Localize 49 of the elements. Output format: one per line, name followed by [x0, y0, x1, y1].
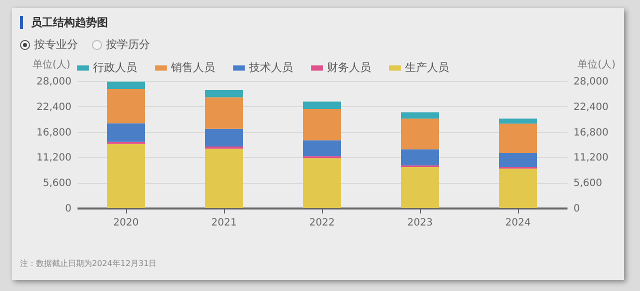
- bar: [205, 146, 243, 149]
- legend-label: 行政人员: [93, 61, 137, 74]
- bar: [107, 82, 145, 90]
- legend-label: 生产人员: [405, 61, 449, 74]
- bar: [303, 108, 341, 140]
- y-tick-label: 22,400: [36, 102, 72, 113]
- legend-label: 财务人员: [327, 61, 371, 74]
- y-tick-label: 28,000: [36, 76, 72, 88]
- bar: [205, 128, 243, 146]
- text: 按专业分: [34, 37, 78, 52]
- bar: [205, 148, 243, 208]
- y-tick-label: 5,600: [42, 178, 72, 190]
- bar: [303, 158, 341, 208]
- legend-label: 销售人员: [170, 61, 215, 74]
- bar: [107, 144, 145, 208]
- y2-axis-title: 单位(人): [578, 58, 616, 70]
- text: 注：数据截止日期为2024年12月31日: [20, 258, 157, 269]
- text: 按学历分: [106, 37, 150, 52]
- x-tick-label: 2023: [407, 218, 433, 228]
- bar: [205, 97, 243, 129]
- chart-title: 员工结构趋势图: [20, 16, 108, 29]
- bar: [205, 90, 243, 98]
- bar: [107, 123, 145, 142]
- y2-tick-label: 0: [574, 204, 580, 214]
- x-tick-label: 2020: [113, 218, 139, 228]
- bar: [499, 124, 537, 153]
- legend-label: 技术人员: [248, 61, 293, 74]
- y2-tick-label: 22,400: [574, 102, 608, 113]
- x-tick-label: 2024: [505, 218, 531, 228]
- bar: [401, 166, 439, 208]
- x-tick-label: 2022: [309, 218, 335, 228]
- bar: [499, 168, 537, 208]
- y-tick-label: 11,200: [36, 152, 72, 164]
- x-tick-label: 2021: [211, 218, 237, 228]
- bar: [107, 89, 145, 124]
- bar: [499, 118, 537, 124]
- y-axis-title: 单位(人): [32, 58, 70, 70]
- y2-tick-label: 16,800: [574, 127, 608, 138]
- y-tick-label: 0: [65, 204, 72, 214]
- bar: [499, 152, 537, 167]
- y2-tick-label: 5,600: [574, 178, 602, 190]
- bar: [303, 140, 341, 156]
- bar: [401, 112, 439, 119]
- y2-tick-label: 28,000: [574, 76, 608, 88]
- bar: [303, 102, 341, 109]
- y-tick-label: 16,800: [36, 127, 72, 138]
- y2-tick-label: 11,200: [574, 152, 608, 164]
- bar: [401, 149, 439, 166]
- bar: [401, 118, 439, 150]
